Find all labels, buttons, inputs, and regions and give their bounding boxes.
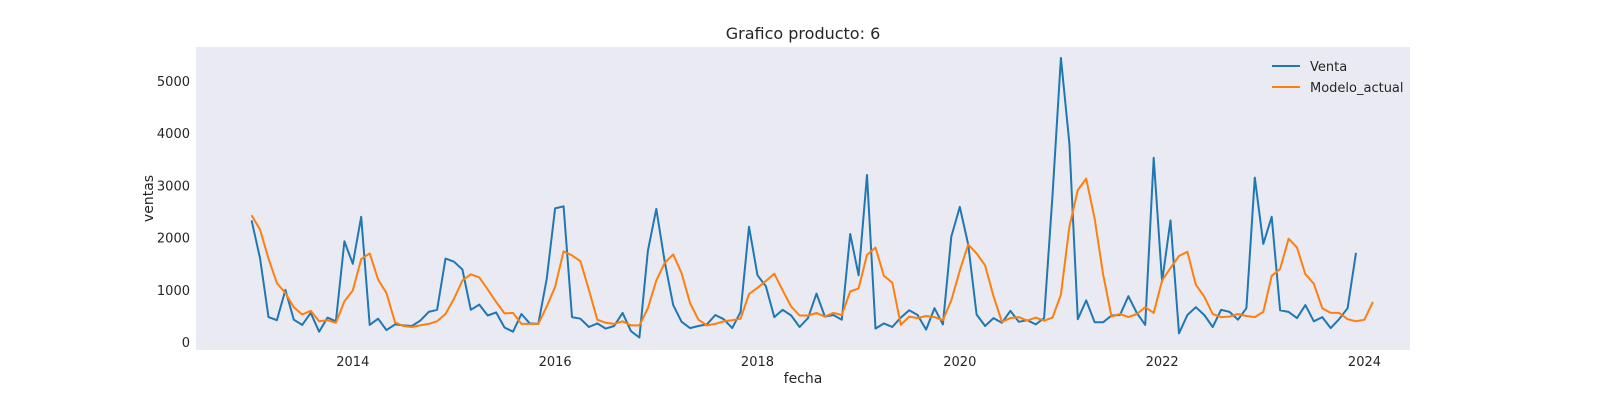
plot-area	[196, 47, 1410, 350]
y-axis-label: ventas	[141, 175, 157, 222]
x-tick-label: 2016	[539, 355, 572, 370]
y-tick-label: 4000	[157, 127, 190, 142]
x-axis-label: fecha	[784, 371, 823, 387]
x-tick-label: 2018	[741, 355, 774, 370]
y-tick-label: 5000	[157, 75, 190, 90]
series-line-venta	[250, 57, 1357, 339]
legend: Venta Modelo_actual	[1272, 60, 1404, 96]
x-tick-label: 2022	[1146, 355, 1179, 370]
chart-title: Grafico producto: 6	[726, 24, 881, 43]
y-tick-label: 1000	[157, 284, 190, 299]
y-tick-label: 3000	[157, 179, 190, 194]
series-lines	[250, 57, 1374, 339]
x-tick-label: 2024	[1348, 355, 1381, 370]
legend-label: Venta	[1310, 60, 1347, 75]
y-tick-label: 2000	[157, 232, 190, 247]
y-tick-label: 0	[182, 336, 190, 351]
series-line-modelo-actual	[250, 177, 1374, 328]
x-tick-label: 2014	[336, 355, 369, 370]
axis-ticks: 2014 2016 2018 2020 2022 2024 0 1000 2000 3000 400…	[157, 75, 1381, 370]
legend-label: Modelo_actual	[1310, 81, 1404, 96]
x-tick-label: 2020	[943, 355, 976, 370]
